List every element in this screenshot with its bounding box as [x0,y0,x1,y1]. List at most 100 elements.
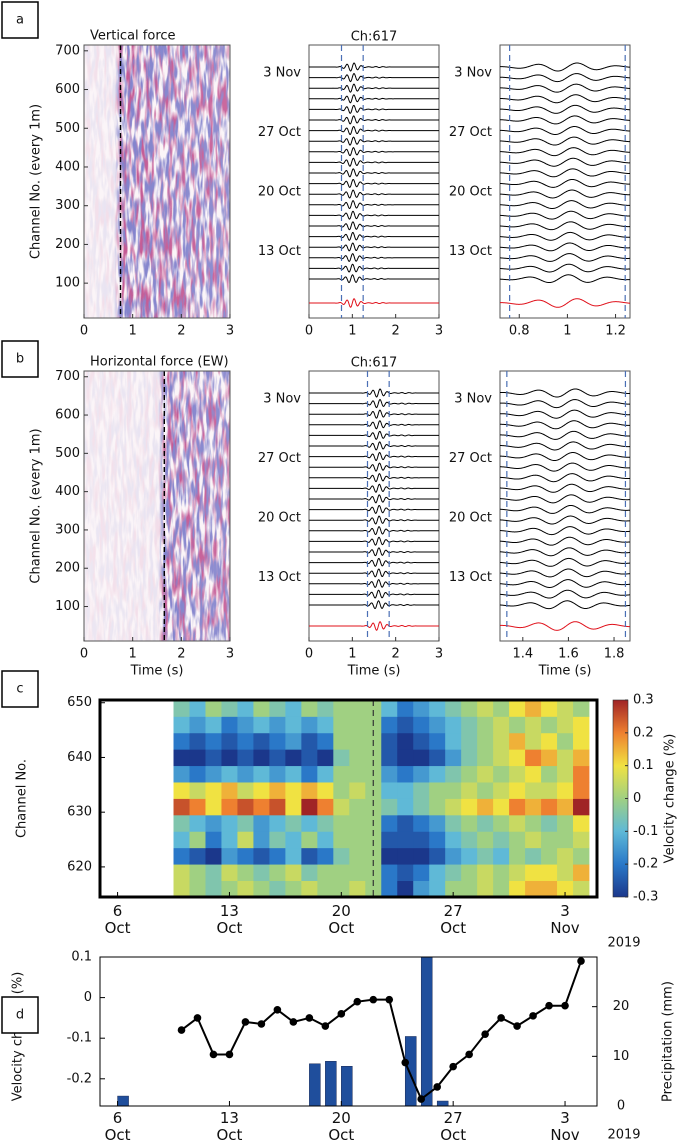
heatmap-cell [269,732,286,750]
plot-frame [83,44,231,319]
velocity-point [177,1026,186,1034]
heatmap-cell [173,814,190,832]
trace [499,200,630,210]
heatmap-cell [365,749,382,767]
y-tick-label: 500 [55,121,80,136]
heatmap-cell [573,732,590,750]
date-label: 27 Oct [449,451,492,466]
heatmap-cell [205,880,222,897]
x-tick-label: 3 Nov [550,902,580,937]
heatmap-cell [333,716,350,734]
y-tick-label: 630 [67,805,92,820]
heatmap-cell [573,798,590,816]
heatmap-cell [525,765,542,783]
heatmap-cell [557,749,574,767]
heatmap-cell [557,765,574,783]
heatmap-cell [429,831,446,849]
heatmap-cell [253,700,270,717]
precipitation-bar [436,1100,449,1107]
heatmap-cell [525,749,542,767]
heatmap-cell [349,765,366,783]
heatmap-cell [253,798,270,816]
heatmap-cell [285,798,302,816]
x-tick-label: 1 [129,647,137,662]
heatmap-cell [269,765,286,783]
trace [499,210,631,220]
trace [499,483,631,493]
heatmap-cell [397,864,414,881]
panel-title: Vertical force [90,29,176,44]
heatmap-cell [333,782,350,799]
heatmap-cell [333,814,350,832]
trace [309,253,439,262]
trace [309,189,439,199]
heatmap-cell [509,814,526,832]
panel-title: Ch:617 [351,356,398,371]
velocity-point [321,1022,330,1030]
y-tick-label: 620 [67,859,92,874]
heatmap-cell [429,864,446,881]
heatmap-cell [525,798,542,816]
heatmap-cell [477,700,494,717]
y-tick-label: 640 [67,750,92,765]
trace [309,462,439,472]
velocity-point [369,995,378,1004]
heatmap-cell [317,782,334,799]
heatmap-cell [349,782,366,799]
heatmap-cell [301,782,318,799]
heatmap-cell [301,700,318,717]
heatmap-cell [173,798,190,816]
x-tick-label: 27 Oct [440,902,467,937]
heatmap-cell [253,847,270,865]
heatmap-cell [189,749,206,767]
heatmap-cell [349,732,366,750]
heatmap-cell [445,749,462,767]
heatmap-cell [413,749,430,767]
heatmap-cell [557,831,574,849]
stacked-trace [309,621,439,631]
colorbar-tick-label: 0.3 [633,693,654,708]
heatmap-cell [285,700,302,717]
trace [499,568,631,578]
x-axis-label: Time (s) [538,664,592,679]
heatmap-cell [541,798,558,816]
heatmap-cell [429,880,446,897]
heatmap-cell [205,798,222,816]
heatmap-cell [413,716,430,734]
heatmap-cell [221,864,238,881]
trace [309,451,439,462]
velocity-point [433,1083,441,1091]
trace [309,179,439,188]
date-label: 27 Oct [258,125,301,140]
x-tick-label: 1 [348,647,356,662]
trace [309,589,439,599]
heatmap-cell [477,864,494,881]
heatmap-cell [541,880,558,897]
heatmap-cell [365,847,382,865]
heatmap-cell [541,716,558,734]
heatmap-cell [413,732,430,750]
x-tick-label: 3 [435,647,443,662]
trace [499,94,631,104]
y-tick-label: 650 [67,695,92,710]
heatmap-cell [221,732,238,750]
heatmap-cell [333,831,350,849]
trace [309,221,439,231]
y-tick-label: 200 [55,237,80,252]
x-tick-label: 20 Oct [328,902,355,937]
x-tick-label: 0 [305,324,313,339]
x-tick-label: 6 Oct [104,902,131,937]
heatmap-cell [317,749,334,767]
heatmap-cell [349,749,366,767]
heatmap-cell [541,765,558,783]
heatmap-cell [317,814,334,832]
trace [499,136,631,146]
heatmap-cell [413,831,430,849]
trace [500,430,631,440]
trace [309,568,439,578]
heatmap-cell [493,880,510,897]
y-tick-label: 500 [55,446,80,461]
heatmap-cell [317,847,334,865]
trace [309,115,439,125]
colorbar-tick-label: -0.2 [633,857,658,872]
